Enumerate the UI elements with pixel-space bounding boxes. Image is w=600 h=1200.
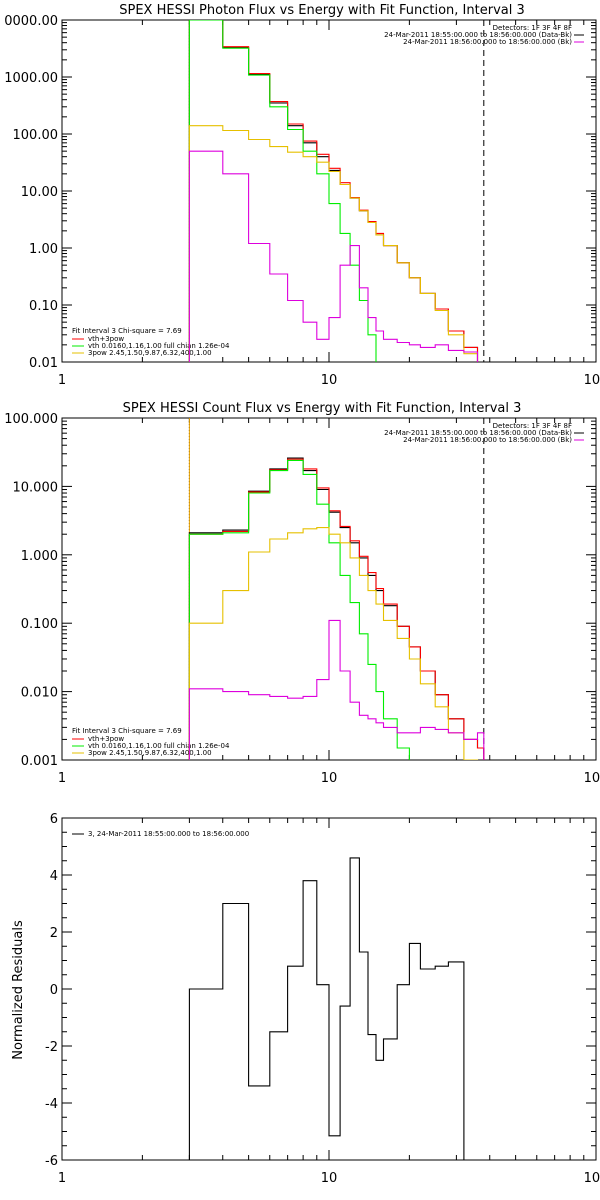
residual-y-tick-label: -6 xyxy=(45,1154,58,1169)
count-series-2-line xyxy=(188,459,410,760)
photon-legend-item-3: 3pow 2.45,1.50,9.87,6.32,400,1.00 xyxy=(88,349,212,357)
residual-y-tick-label: 4 xyxy=(50,869,58,884)
residual-y-tick-label: 0 xyxy=(50,983,58,998)
photon-legend-item-1: vth+3pow xyxy=(88,335,124,343)
count-y-tick-label: 0.100 xyxy=(21,617,58,632)
photon-x-tick-label: 10 xyxy=(321,373,338,388)
photon-legend-item-2: vth 0.0160,1.16,1.00 full chian 1.26e-04 xyxy=(88,342,230,350)
count-series-4-line xyxy=(188,619,485,760)
photon-series-4-line xyxy=(188,150,479,362)
photon-series-3-line xyxy=(188,125,479,362)
count-series-3-line xyxy=(188,527,479,760)
photon-x-tick-label: 100 xyxy=(584,373,600,388)
count-detectors-label: Detectors: 1F 3F 4F 8F xyxy=(493,422,572,430)
residual-y-tick-label: -4 xyxy=(45,1097,58,1112)
photon-y-tick-label: 1000.00 xyxy=(4,71,58,86)
count-legend-item-1: vth+3pow xyxy=(88,735,124,743)
photon-flux-title: SPEX HESSI Photon Flux vs Energy with Fi… xyxy=(119,3,525,18)
residual-legend-item: 3, 24-Mar-2011 18:55:00.000 to 18:56:00.… xyxy=(88,830,249,838)
residual-x-tick-label: 100 xyxy=(584,1171,600,1186)
count-axes-frame xyxy=(61,417,597,761)
count-series-0-line xyxy=(188,457,485,760)
photon-bk-interval-label: 24-Mar-2011 18:56:00.000 to 18:56:00.000… xyxy=(403,38,572,46)
photon-data-interval-label: 24-Mar-2011 18:55:00.000 to 18:56:00.000… xyxy=(384,31,572,39)
photon-series-1-line xyxy=(188,20,479,362)
photon-flux-panel: SPEX HESSI Photon Flux vs Energy with Fi… xyxy=(4,3,600,388)
count-y-tick-label: 0.001 xyxy=(21,754,58,769)
photon-y-tick-label: 100.00 xyxy=(13,128,59,143)
count-x-tick-label: 1 xyxy=(58,771,66,786)
photon-fit-interval-label: Fit Interval 3 Chi-square = 7.69 xyxy=(72,327,182,335)
residual-series-0-line xyxy=(188,857,465,1160)
residual-series-group xyxy=(188,857,465,1160)
residual-x-tick-label: 1 xyxy=(58,1171,66,1186)
count-y-tick-label: 100.000 xyxy=(4,412,58,427)
count-y-tick-label: 0.010 xyxy=(21,686,58,701)
photon-series-0-line xyxy=(188,20,479,362)
count-y-tick-label: 1.000 xyxy=(21,549,58,564)
photon-y-tick-label: 0000.00 xyxy=(4,14,58,29)
residuals-panel: 3, 24-Mar-2011 18:55:00.000 to 18:56:00.… xyxy=(11,812,600,1186)
count-fit-interval-label: Fit Interval 3 Chi-square = 7.69 xyxy=(72,727,182,735)
photon-y-tick-label: 10.00 xyxy=(21,185,58,200)
count-legend-item-3: 3pow 2.45,1.50,9.87,6.32,400,1.00 xyxy=(88,749,212,757)
residual-y-tick-label: -2 xyxy=(45,1040,58,1055)
photon-y-tick-label: 1.00 xyxy=(29,242,58,257)
count-y-tick-label: 10.000 xyxy=(13,480,59,495)
photon-y-tick-label: 0.10 xyxy=(29,299,58,314)
residual-y-tick-label: 2 xyxy=(50,926,58,941)
photon-x-tick-label: 1 xyxy=(58,373,66,388)
residual-x-tick-label: 10 xyxy=(321,1171,338,1186)
count-flux-title: SPEX HESSI Count Flux vs Energy with Fit… xyxy=(123,401,522,416)
residuals-y-axis-label: Normalized Residuals xyxy=(11,920,26,1060)
count-flux-panel: SPEX HESSI Count Flux vs Energy with Fit… xyxy=(4,401,600,786)
count-x-tick-label: 100 xyxy=(584,771,600,786)
count-x-tick-label: 10 xyxy=(321,771,338,786)
count-data-interval-label: 24-Mar-2011 18:55:00.000 to 18:56:00.000… xyxy=(384,429,572,437)
count-legend-item-2: vth 0.0160,1.16,1.00 full chian 1.26e-04 xyxy=(88,742,230,750)
count-bk-interval-label: 24-Mar-2011 18:56:00.000 to 18:56:00.000… xyxy=(403,436,572,444)
count-series-1-line xyxy=(188,458,485,760)
count-series-group xyxy=(188,457,485,760)
photon-y-tick-label: 0.01 xyxy=(29,356,58,371)
photon-series-group xyxy=(188,20,479,362)
residual-y-tick-label: 6 xyxy=(50,812,58,827)
photon-detectors-label: Detectors: 1F 3F 4F 8F xyxy=(493,24,572,32)
photon-series-2-line xyxy=(188,20,377,362)
